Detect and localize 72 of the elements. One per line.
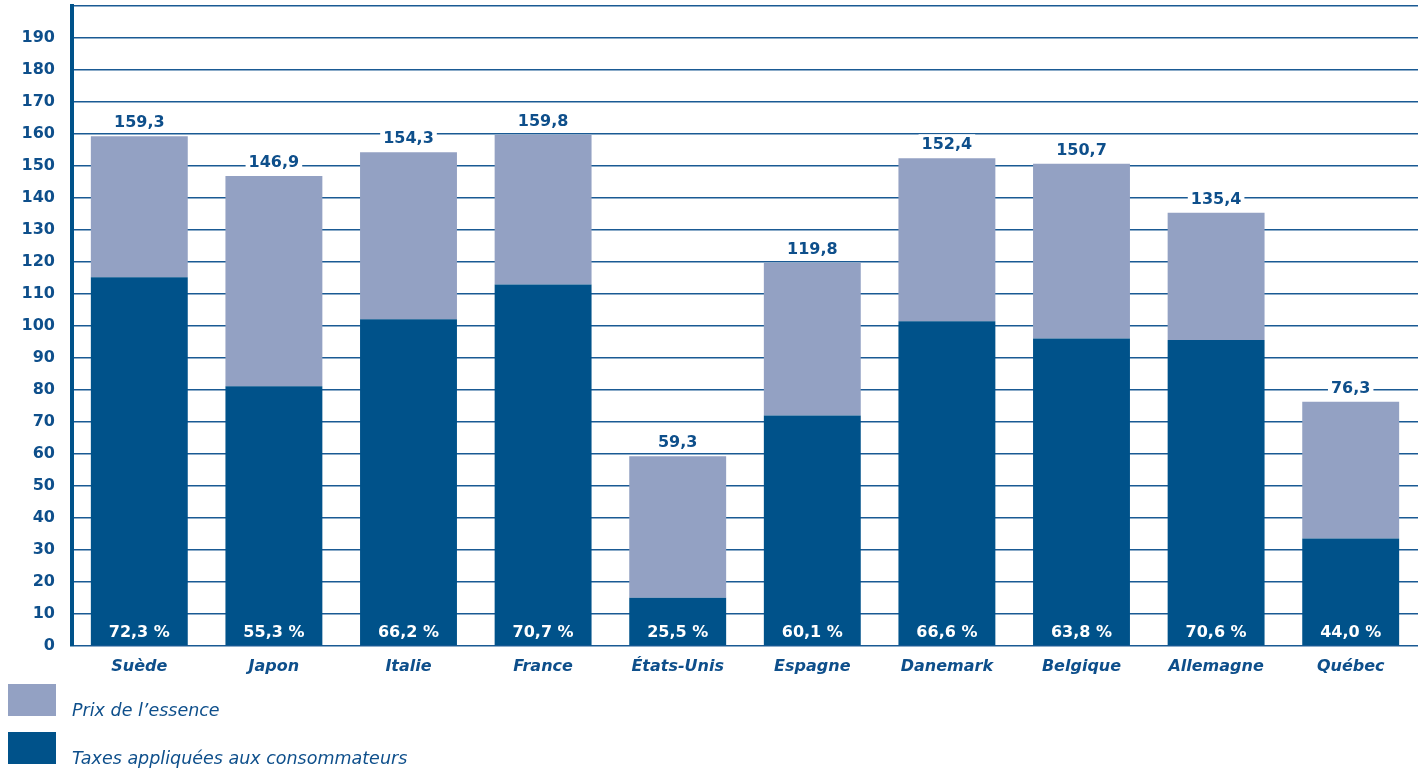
total-label: 152,4	[921, 134, 973, 154]
y-tick-label: 80	[32, 379, 55, 399]
y-tick-label: 10	[32, 603, 55, 623]
total-label: 119,8	[787, 238, 838, 258]
bar	[898, 158, 996, 322]
y-tick-label: 160	[21, 123, 55, 143]
y-tick-label: 60	[32, 443, 55, 463]
x-tick-label: Japon	[245, 655, 300, 675]
annotation: 66,6 %	[916, 622, 978, 642]
y-tick-label: 170	[21, 91, 55, 111]
bar	[629, 597, 727, 646]
x-tick-label: Allemagne	[1166, 655, 1264, 675]
x-tick-label: Danemark	[900, 655, 995, 675]
bar	[360, 152, 457, 320]
annotation: 60,1 %	[781, 622, 843, 642]
total-label: 146,9	[248, 152, 300, 172]
total-label: 76,3	[1330, 378, 1371, 397]
y-tick-label: 70	[32, 411, 55, 431]
total-label: 59,3	[657, 432, 698, 452]
x-tick-label: Suède	[111, 655, 168, 675]
y-tick-label: 120	[21, 251, 55, 271]
y-tick-label: 190	[21, 27, 55, 47]
x-tick-label: Italie	[385, 655, 432, 675]
bar	[1167, 340, 1265, 646]
y-tick-label: 50	[32, 475, 55, 495]
bar	[494, 134, 592, 285]
bar	[1033, 163, 1130, 339]
bar	[763, 262, 861, 416]
bar	[898, 321, 996, 646]
y-tick-label: 100	[21, 315, 55, 335]
x-tick-label: États-Unis	[631, 655, 724, 675]
bar	[360, 319, 457, 646]
y-tick-label: 150	[21, 155, 55, 175]
y-tick-label: 180	[21, 59, 55, 79]
annotation: 63,8 %	[1050, 622, 1113, 642]
x-tick-label: Belgique	[1041, 655, 1122, 675]
total-label: 135,4	[1190, 188, 1242, 208]
y-tick-label: 140	[21, 187, 55, 207]
bar	[494, 284, 592, 646]
x-tick-label: France	[513, 655, 574, 675]
bar	[1033, 338, 1130, 646]
bar	[1167, 212, 1265, 341]
annotation: 66,2 %	[377, 622, 440, 642]
total-label: 159,8	[517, 110, 569, 130]
legend-label: Prix de l’essence	[72, 700, 220, 720]
y-tick-label: 30	[32, 539, 55, 559]
bar	[90, 136, 188, 278]
bar	[1302, 401, 1400, 539]
y-tick-label: 0	[43, 635, 55, 655]
bar	[1302, 538, 1400, 646]
annotation: 55,3 %	[243, 622, 305, 642]
x-tick-label: Québec	[1316, 655, 1386, 675]
y-tick-label: 20	[32, 571, 55, 591]
bar	[90, 277, 188, 646]
bar	[225, 386, 323, 646]
total-label: 150,7	[1056, 139, 1107, 159]
y-tick-label: 110	[21, 283, 55, 303]
x-tick-label: Espagne	[774, 655, 851, 675]
total-label: 159,3	[114, 112, 165, 132]
annotation: 70,7 %	[512, 622, 574, 642]
legend-label: Taxes appliquées aux consommateurs	[72, 748, 408, 768]
bar	[629, 456, 727, 598]
bar	[763, 415, 861, 646]
annotation: 70,6 %	[1185, 622, 1247, 642]
y-tick-label: 90	[32, 347, 55, 367]
y-tick-label: 130	[21, 219, 55, 239]
y-tick-label: 40	[32, 507, 55, 527]
total-label: 154,3	[383, 128, 434, 148]
annotation: 25,5 %	[647, 622, 709, 642]
bar	[225, 175, 323, 387]
annotation: 44,0 %	[1320, 622, 1382, 642]
annotation: 72,3 %	[108, 622, 170, 642]
